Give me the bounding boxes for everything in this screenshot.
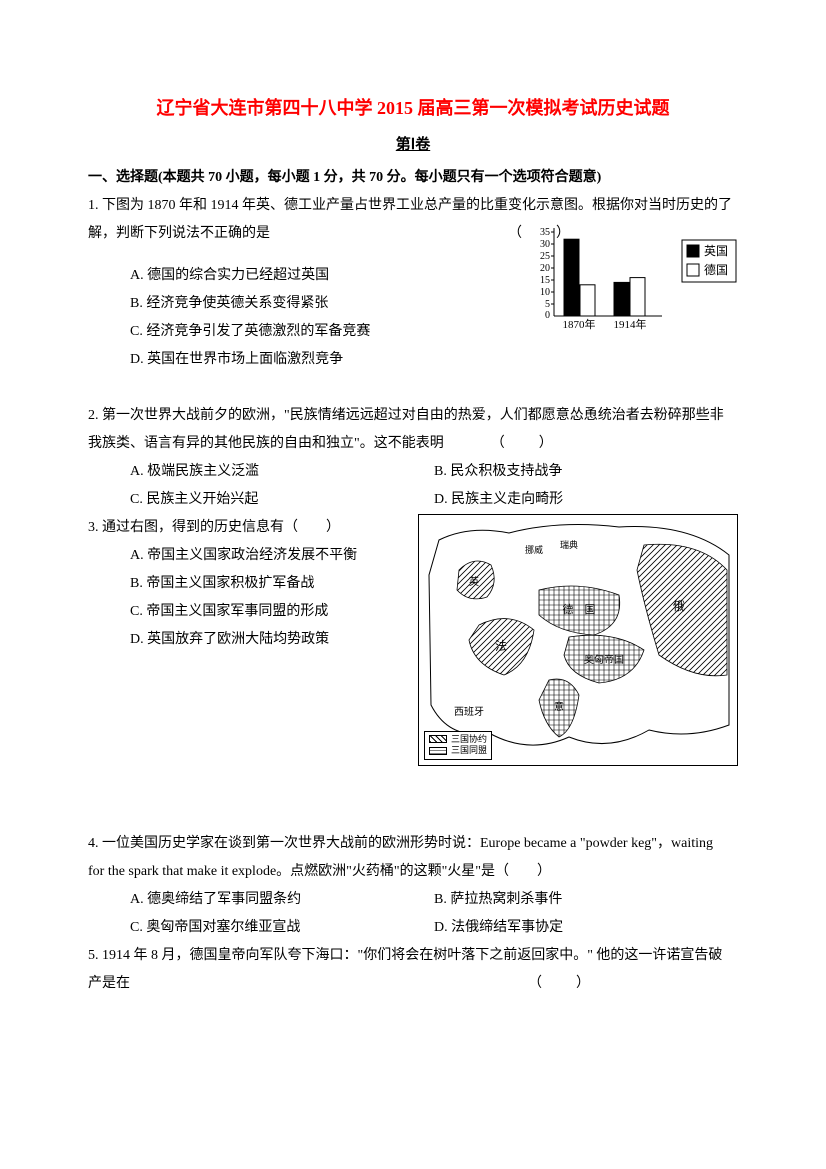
svg-text:德国: 德国 xyxy=(704,262,728,277)
question-3: 3. 通过右图，得到的历史信息有（ ） A. 帝国主义国家政治经济发展不平衡 B… xyxy=(88,514,738,774)
q2-option-b: B. 民众积极支持战争 xyxy=(434,458,738,486)
q5-stem-line1: 5. 1914 年 8 月，德国皇帝向军队夸下海口："你们将会在树叶落下之前返回… xyxy=(88,942,738,970)
svg-text:1870年: 1870年 xyxy=(563,317,596,331)
q4-stem-line2: for the spark that make it explode。点燃欧洲"… xyxy=(88,864,551,879)
q1-option-d: D. 英国在世界市场上面临激烈竞争 xyxy=(130,346,738,374)
q1-bar-chart: 0 5 10 15 20 25 30 35 1870年 1914年 英国 xyxy=(522,220,738,340)
q3-option-d: D. 英国放弃了欧洲大陆均势政策 xyxy=(130,626,388,654)
legend-label-alliance: 三国同盟 xyxy=(451,745,487,757)
section-1-heading: 一、选择题(本题共 70 小题，每小题 1 分，共 70 分。每小题只有一个选项… xyxy=(88,164,738,192)
svg-text:英: 英 xyxy=(469,575,479,588)
q2-option-c: C. 民族主义开始兴起 xyxy=(130,486,434,514)
svg-text:俄: 俄 xyxy=(673,599,685,613)
svg-text:25: 25 xyxy=(540,251,550,262)
svg-text:法: 法 xyxy=(495,639,507,653)
q4-option-b: B. 萨拉热窝刺杀事件 xyxy=(434,886,738,914)
europe-alliance-map: 英 法 俄 德 国 奥匈帝国 意 挪威 瑞典 西班牙 三国协约 三国同盟 xyxy=(418,514,738,766)
question-1: 1. 下图为 1870 年和 1914 年英、德工业产量占世界工业总产量的比重变… xyxy=(88,192,738,374)
svg-text:英国: 英国 xyxy=(704,244,728,258)
q2-option-a: A. 极端民族主义泛滥 xyxy=(130,458,434,486)
question-4: 4. 一位美国历史学家在谈到第一次世界大战前的欧洲形势时说：Europe bec… xyxy=(88,830,738,942)
legend-label-entente: 三国协约 xyxy=(451,734,487,746)
volume-label: 第Ⅰ卷 xyxy=(88,130,738,160)
q4-stem-line1: 4. 一位美国历史学家在谈到第一次世界大战前的欧洲形势时说：Europe bec… xyxy=(88,836,713,851)
svg-text:瑞典: 瑞典 xyxy=(560,539,578,550)
q3-option-b: B. 帝国主义国家积极扩军备战 xyxy=(130,570,388,598)
legend-swatch-entente xyxy=(429,735,447,743)
q5-stem-line2: 产是在 xyxy=(88,976,130,991)
svg-text:挪威: 挪威 xyxy=(525,544,543,555)
q5-answer-paren: （ ） xyxy=(528,970,592,998)
svg-text:1914年: 1914年 xyxy=(614,317,647,331)
svg-text:西班牙: 西班牙 xyxy=(454,706,484,718)
map-svg: 英 法 俄 德 国 奥匈帝国 意 挪威 瑞典 西班牙 xyxy=(419,515,739,767)
question-5: 5. 1914 年 8 月，德国皇帝向军队夸下海口："你们将会在树叶落下之前返回… xyxy=(88,942,738,998)
svg-text:意: 意 xyxy=(554,700,564,713)
svg-text:奥匈帝国: 奥匈帝国 xyxy=(584,653,624,666)
svg-text:35: 35 xyxy=(540,227,550,238)
q2-answer-paren: （ ） xyxy=(491,436,555,451)
svg-text:0: 0 xyxy=(545,310,550,321)
svg-text:5: 5 xyxy=(545,299,550,310)
svg-text:德 国: 德 国 xyxy=(563,602,596,616)
svg-text:20: 20 xyxy=(540,263,550,274)
q3-option-c: C. 帝国主义国家军事同盟的形成 xyxy=(130,598,388,626)
svg-text:30: 30 xyxy=(540,239,550,250)
q4-option-c: C. 奥匈帝国对塞尔维亚宣战 xyxy=(130,914,434,942)
svg-text:15: 15 xyxy=(540,275,550,286)
q1-stem-line1: 1. 下图为 1870 年和 1914 年英、德工业产量占世界工业总产量的比重变… xyxy=(88,192,738,220)
question-2: 2. 第一次世界大战前夕的欧洲，"民族情绪远远超过对自由的热爱，人们都愿意怂恿统… xyxy=(88,402,738,514)
q1-stem-line2: 解，判断下列说法不正确的是 xyxy=(88,226,270,241)
q3-option-a: A. 帝国主义国家政治经济发展不平衡 xyxy=(130,542,388,570)
bar-chart-svg: 0 5 10 15 20 25 30 35 1870年 1914年 英国 xyxy=(522,220,738,340)
q4-option-d: D. 法俄缔结军事协定 xyxy=(434,914,738,942)
q2-option-d: D. 民族主义走向畸形 xyxy=(434,486,738,514)
svg-text:10: 10 xyxy=(540,287,550,298)
map-legend: 三国协约 三国同盟 xyxy=(424,731,492,760)
legend-swatch-alliance xyxy=(429,747,447,755)
exam-title: 辽宁省大连市第四十八中学 2015 届高三第一次模拟考试历史试题 xyxy=(88,90,738,126)
q2-stem-line2: 我族类、语言有异的其他民族的自由和独立"。这不能表明 xyxy=(88,436,444,451)
q2-stem-line1: 2. 第一次世界大战前夕的欧洲，"民族情绪远远超过对自由的热爱，人们都愿意怂恿统… xyxy=(88,402,738,430)
q4-option-a: A. 德奥缔结了军事同盟条约 xyxy=(130,886,434,914)
